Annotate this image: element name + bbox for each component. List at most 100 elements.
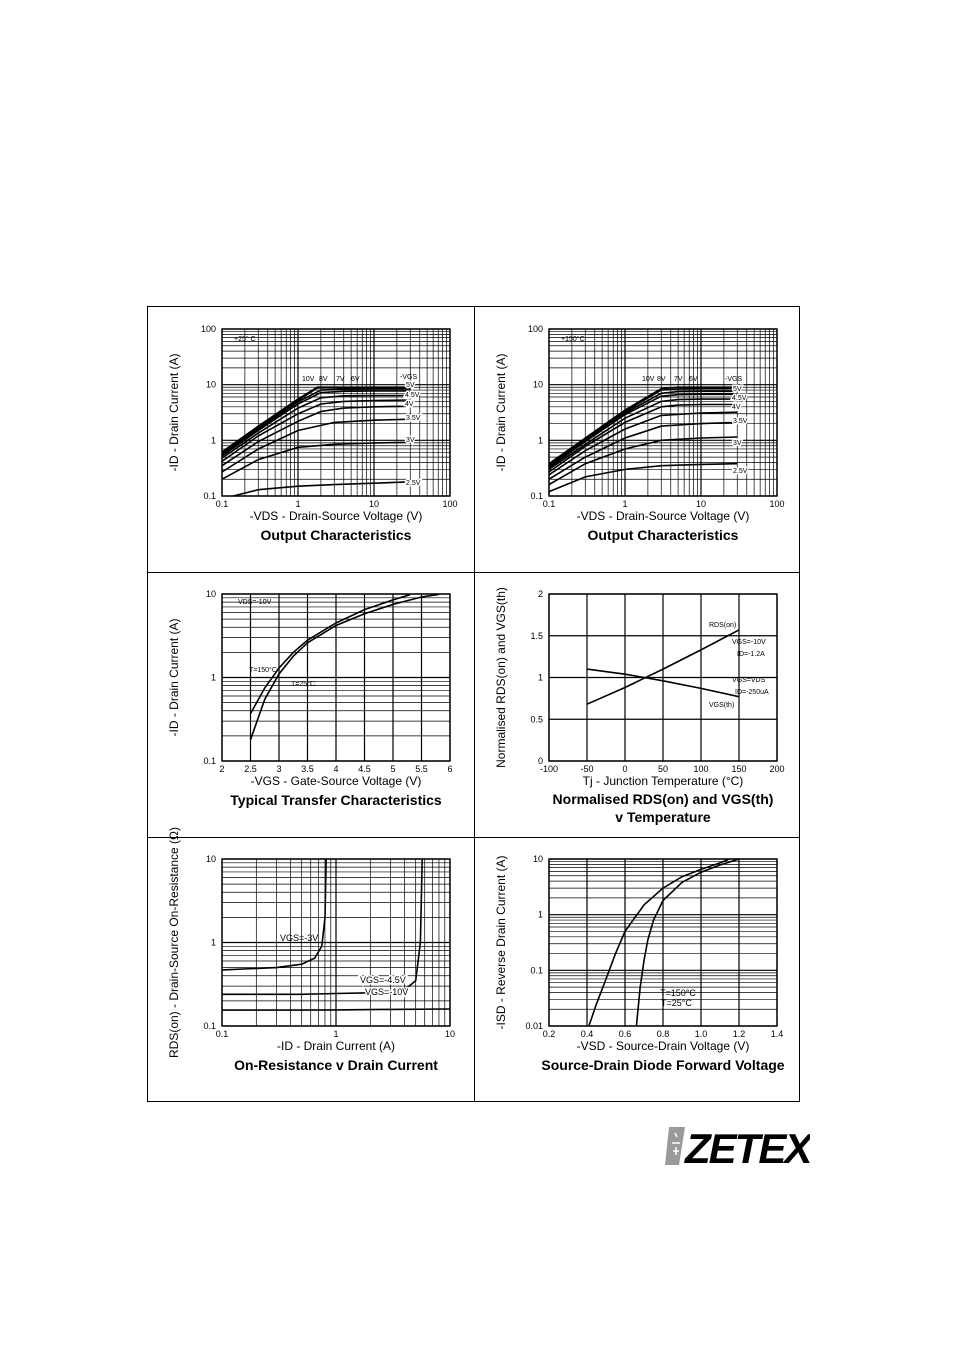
series-line-0 (586, 629, 740, 705)
y-tick-label: 1 (538, 673, 543, 683)
annotation-label: 3.5V (406, 415, 421, 422)
x-tick-label: 1 (333, 1029, 338, 1039)
series-line-9 (548, 462, 738, 493)
annotation-label: 4V (732, 404, 741, 411)
x-tick-label: 0.1 (216, 499, 229, 509)
plot-frame (548, 328, 778, 497)
x-tick-label: 10 (696, 499, 706, 509)
y-tick-label: 1 (538, 910, 543, 920)
chart-svg-2: 2 2.5 3 3.5 4 4.5 5 5.5 6 0.1 1 10 -VGS - Gate-Sourc… (167, 589, 453, 808)
series-line-5 (221, 399, 411, 462)
annotation-label: T=25°C (661, 998, 692, 1008)
annotation-label: 2.5V (733, 468, 748, 475)
series-line-0 (548, 386, 738, 465)
chart-svg-5: 0.2 0.4 0.6 0.8 1.0 1.2 1.4 0.01 0.1 1 10 -VSD - So… (494, 854, 785, 1073)
chart-svg-3: -100 -50 0 50 100 150 200 0 0.5 1 1.5 2 Tj - Junctio… (494, 587, 785, 825)
chart-output-25c: 0.1 1 10 100 0.1 1 10 100 -VDS - Drain-Source Vo… (148, 307, 474, 572)
annotation-label: +25° C (234, 335, 256, 343)
series-line-1 (586, 668, 740, 698)
chart-grid: 0.1 1 10 100 0.1 1 10 100 -VDS - Drain-Source Vo… (147, 306, 800, 1102)
chart-normalised-temp: -100 -50 0 50 100 150 200 0 0.5 1 1.5 2 Tj - Junctio… (475, 572, 801, 837)
chart-svg-1: 0.1 1 10 100 0.1 1 10 100 -VDS - Drain-Source Vo… (494, 324, 785, 543)
plot-frame (548, 858, 778, 1027)
plot-frame (548, 593, 778, 762)
series-line-6 (221, 405, 411, 467)
annotation-label: 3.5V (733, 418, 748, 425)
x-axis-label: -VDS - Drain-Source Voltage (V) (577, 509, 750, 523)
annotation-label: RDS(on) (709, 622, 736, 629)
annotation-label: 6V (351, 376, 360, 383)
annotation-label: 8V (319, 376, 328, 383)
x-tick-label: 0.1 (543, 499, 556, 509)
y-axis-label: -ID - Drain Current (A) (167, 618, 181, 736)
annotation-label: -VGS (725, 376, 742, 383)
x-tick-label: 5.5 (415, 764, 428, 774)
x-axis-label: -VSD - Source-Drain Voltage (V) (577, 1039, 750, 1053)
y-tick-label: 100 (528, 324, 543, 334)
x-tick-label: 10 (369, 499, 379, 509)
y-tick-label: 0.1 (203, 756, 216, 766)
x-tick-label: 1.0 (695, 1029, 708, 1039)
annotation-label: VGS(th) (709, 702, 734, 709)
y-axis-label: -ID - Drain Current (A) (167, 353, 181, 471)
y-tick-label: 1.5 (530, 631, 543, 641)
x-tick-label: 5 (390, 764, 395, 774)
y-axis-label: Normalised RDS(on) and VGS(th) (494, 587, 508, 768)
x-tick-label: 0.1 (216, 1029, 229, 1039)
chart-transfer: 2 2.5 3 3.5 4 4.5 5 5.5 6 0.1 1 10 -VGS - Gate-Sourc… (148, 572, 474, 837)
series-line-1 (222, 858, 423, 996)
y-tick-label: 10 (206, 854, 216, 864)
annotation-label: +150°C (561, 335, 585, 343)
x-tick-label: 100 (769, 499, 784, 509)
chart-output-150c: 0.1 1 10 100 0.1 1 10 100 -VDS - Drain-Source Vo… (475, 307, 801, 572)
x-tick-label: 150 (731, 764, 746, 774)
series-line-2 (221, 388, 411, 456)
annotation-label: 8V (657, 376, 666, 383)
y-tick-label: 2 (538, 589, 543, 599)
annotation-label: VGS=-10V (732, 639, 766, 646)
chart-title: Typical Transfer Characteristics (230, 792, 442, 808)
x-tick-label: 1.2 (733, 1029, 746, 1039)
annotation-label: 7V (674, 376, 683, 383)
annotation-label: 7V (336, 376, 345, 383)
x-tick-label: 200 (769, 764, 784, 774)
y-tick-label: 1 (211, 938, 216, 948)
annotation-label: T=25°C (291, 680, 315, 688)
x-tick-label: 2.5 (244, 764, 257, 774)
annotation-label: VGS=-3V (280, 933, 318, 943)
y-tick-label: 10 (533, 380, 543, 390)
x-axis-label: Tj - Junction Temperature (°C) (583, 774, 744, 788)
divider-horizontal-1 (148, 572, 799, 573)
series-line-1 (635, 858, 740, 1027)
series-line-0 (221, 858, 327, 971)
annotation-label: 6V (689, 376, 698, 383)
x-tick-label: 3.5 (301, 764, 314, 774)
x-tick-label: 100 (693, 764, 708, 774)
x-tick-label: 2 (219, 764, 224, 774)
y-tick-label: 0.1 (530, 965, 543, 975)
annotation-label: 4.5V (405, 392, 420, 399)
chart-title: On-Resistance v Drain Current (234, 1057, 438, 1073)
series-line-7 (548, 421, 738, 480)
annotation-label: 3V (733, 440, 742, 447)
y-axis-label: RDS(on) - Drain-Source On-Resistance (Ω) (167, 827, 181, 1058)
chart-subtitle: v Temperature (615, 809, 711, 825)
annotation-label: VGS=VDS (732, 677, 766, 684)
y-tick-label: 0.1 (203, 1021, 216, 1031)
annotation-label: 4.5V (732, 395, 747, 402)
y-tick-label: 10 (206, 589, 216, 599)
x-tick-label: -100 (540, 764, 558, 774)
series-line-6 (548, 411, 738, 476)
plot-frame (221, 593, 451, 762)
x-tick-label: 100 (442, 499, 457, 509)
grid-lines (221, 328, 451, 497)
series-line-2 (548, 390, 738, 468)
x-tick-label: 10 (445, 1029, 455, 1039)
x-axis-label: -VGS - Gate-Source Voltage (V) (251, 774, 422, 788)
x-tick-label: 4 (333, 764, 338, 774)
series-line-3 (548, 393, 738, 469)
x-tick-label: 0.8 (657, 1029, 670, 1039)
y-tick-label: 1 (211, 435, 216, 445)
annotation-label: T=150°C (660, 988, 696, 998)
annotation-label: ID=-250uA (735, 689, 769, 696)
